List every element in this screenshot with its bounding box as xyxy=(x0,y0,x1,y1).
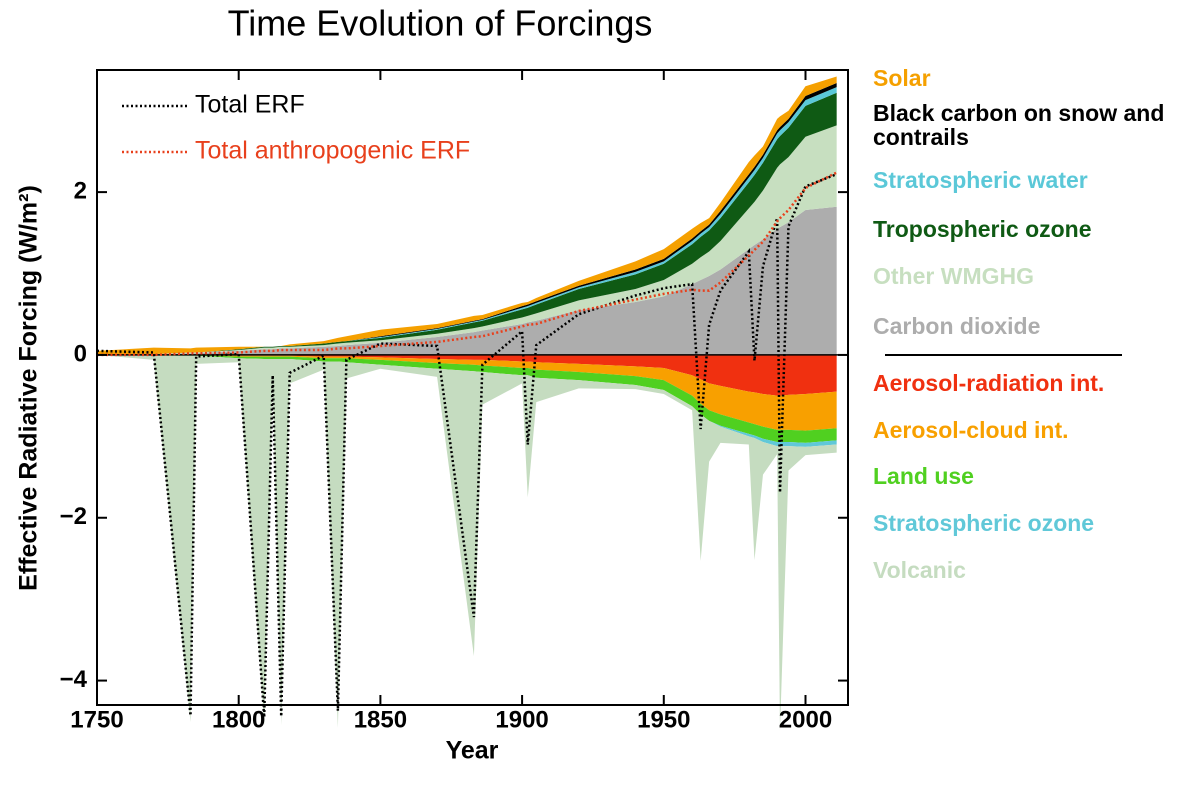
legend-label: Land use xyxy=(873,463,974,489)
legend-label: Total ERF xyxy=(195,91,305,119)
x-axis-label: Year xyxy=(446,737,499,765)
legend-label: Volcanic xyxy=(873,557,966,583)
area xyxy=(97,206,837,355)
legend-label: Aerosol-cloud int. xyxy=(873,417,1069,443)
plot-area xyxy=(97,76,848,732)
area xyxy=(97,354,837,443)
x-tick-label: 1900 xyxy=(495,706,548,733)
area xyxy=(97,354,837,431)
x-tick-label: 1950 xyxy=(637,706,690,733)
legend-label: Tropospheric ozone xyxy=(873,216,1092,242)
y-tick-label: −2 xyxy=(60,503,87,530)
y-tick-label: −4 xyxy=(60,666,88,693)
area xyxy=(97,354,837,732)
legend-label: Aerosol-radiation int. xyxy=(873,370,1105,396)
legend-label: Total anthropogenic ERF xyxy=(195,137,470,165)
chart-title: Time Evolution of Forcings xyxy=(228,3,653,44)
area xyxy=(97,125,837,355)
x-tick-label: 2000 xyxy=(779,706,832,733)
legend-label: Stratospheric water xyxy=(873,167,1088,193)
legend-label: Carbon dioxide xyxy=(873,313,1041,339)
plot-frame xyxy=(96,69,849,706)
y-axis-label: Effective Radiative Forcing (W/m²) xyxy=(15,185,43,591)
line xyxy=(97,173,838,718)
legend-label: Black carbon on snow and contrails xyxy=(873,100,1165,150)
legend-label: Stratospheric ozone xyxy=(873,510,1095,536)
legend-label: Solar xyxy=(873,65,931,91)
x-tick-label: 1800 xyxy=(212,706,265,733)
y-tick-label: 2 xyxy=(74,177,87,204)
area xyxy=(97,354,837,396)
x-tick-label: 1850 xyxy=(354,706,407,733)
legend-label: Other WMGHG xyxy=(873,263,1034,289)
y-tick-label: 0 xyxy=(74,340,87,367)
x-tick-label: 1750 xyxy=(70,706,123,733)
line xyxy=(97,171,838,357)
